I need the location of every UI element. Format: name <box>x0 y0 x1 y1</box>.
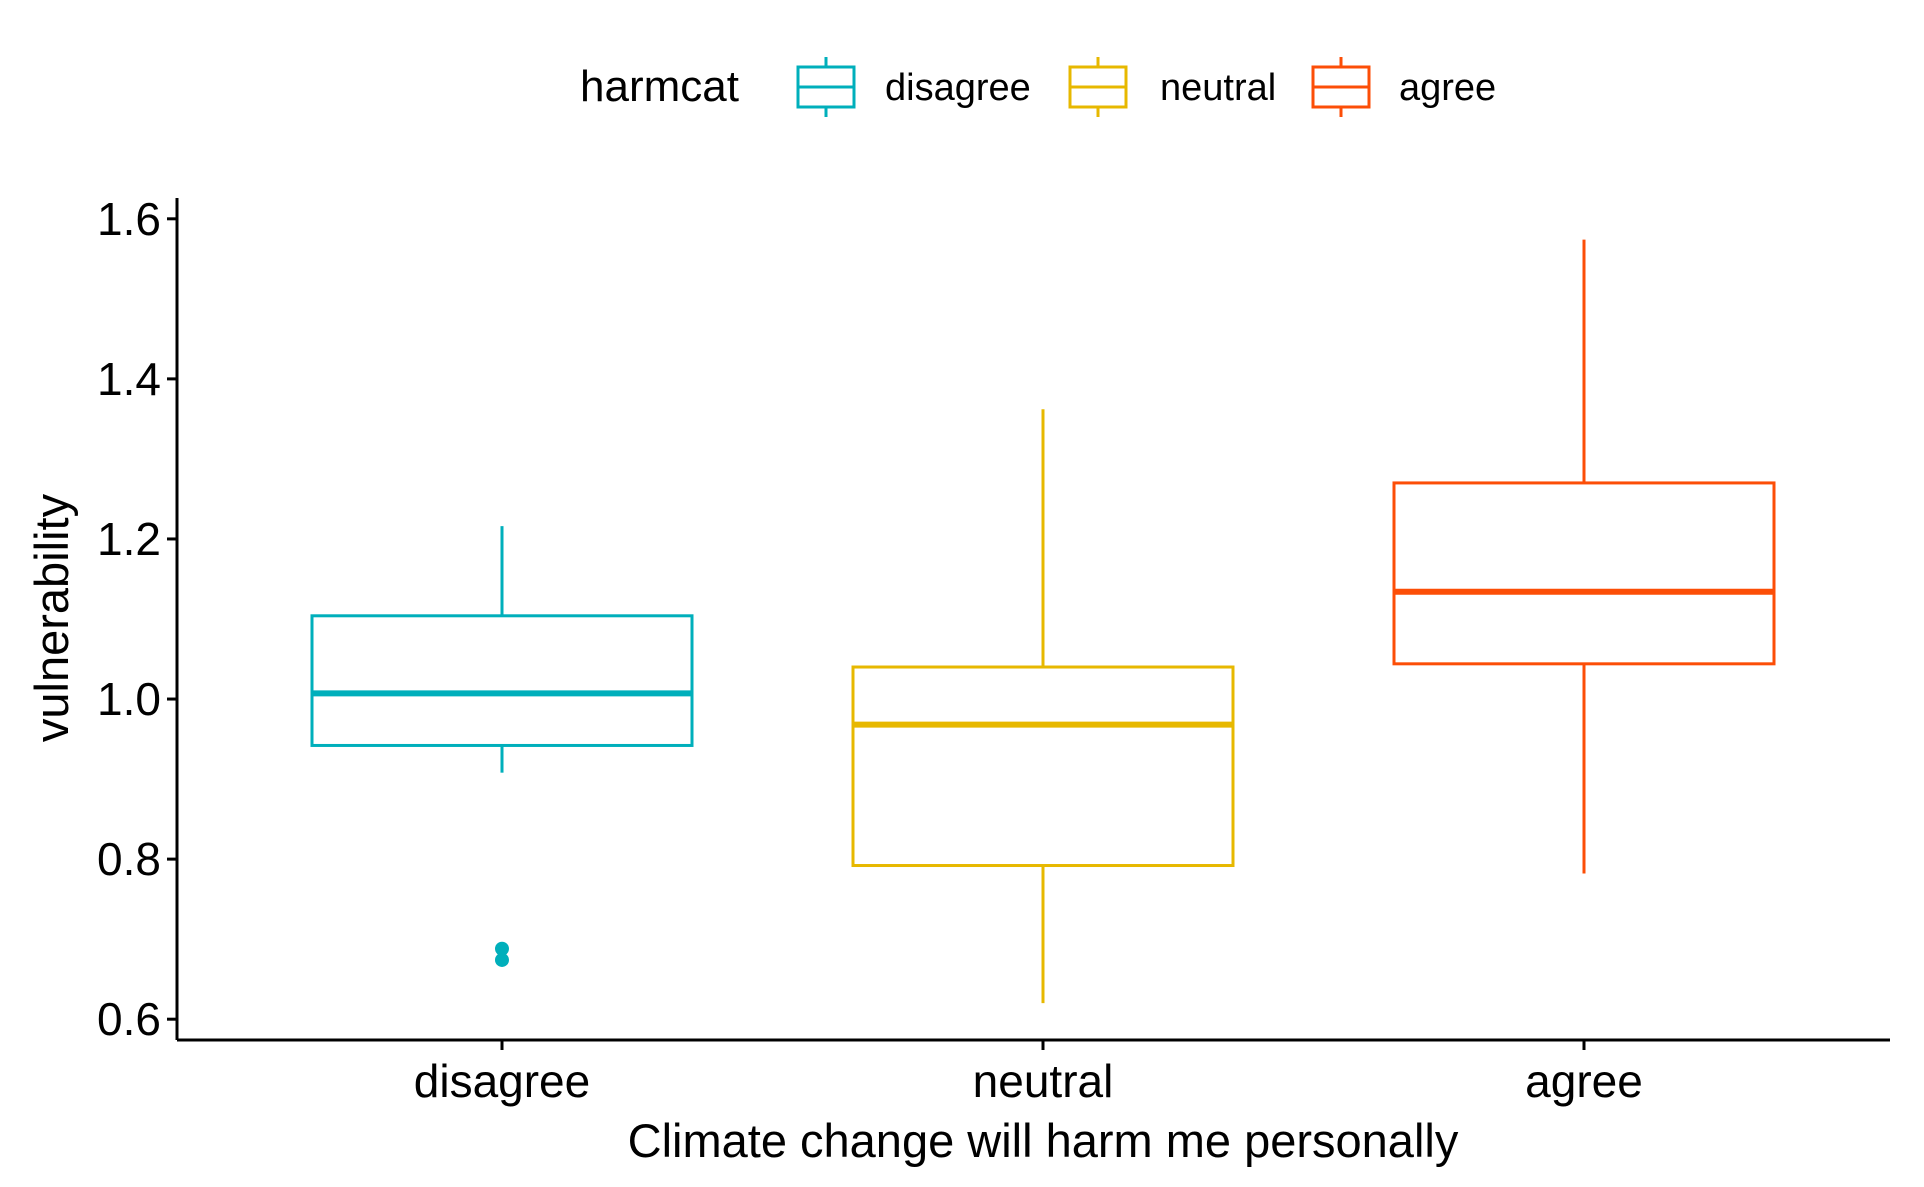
boxplot-series <box>310 239 1776 1004</box>
x-tick-label: neutral <box>973 1055 1114 1107</box>
legend: harmcat disagree neutral agree <box>580 57 1496 117</box>
box-neutral <box>851 409 1235 1004</box>
legend-item-disagree: disagree <box>796 57 1031 117</box>
box-agree <box>1392 239 1776 874</box>
outlier-point <box>495 952 509 967</box>
legend-label: neutral <box>1160 67 1276 109</box>
box-disagree <box>310 526 694 967</box>
legend-items: disagree neutral agree <box>796 57 1496 117</box>
legend-label: disagree <box>885 67 1031 109</box>
box-iqr <box>1392 481 1776 666</box>
y-tick-label: 1.2 <box>97 513 161 565</box>
x-axis-ticks: disagree neutral agree <box>414 1040 1643 1107</box>
box-iqr <box>310 614 694 747</box>
x-axis-title: Climate change will harm me personally <box>628 1114 1459 1167</box>
y-tick-label: 0.6 <box>97 993 161 1045</box>
x-tick-label: agree <box>1525 1055 1643 1107</box>
y-tick-label: 1.6 <box>97 193 161 245</box>
outlier-point <box>495 941 509 956</box>
legend-item-neutral: neutral <box>1068 57 1276 117</box>
legend-item-agree: agree <box>1311 57 1496 117</box>
y-axis-title: vulnerability <box>25 493 78 742</box>
x-tick-label: disagree <box>414 1055 590 1107</box>
y-tick-label: 1.0 <box>97 673 161 725</box>
legend-label: agree <box>1399 67 1496 109</box>
legend-title: harmcat <box>580 62 739 111</box>
box-iqr <box>851 665 1235 868</box>
plot-area: 0.6 0.8 1.0 1.2 1.4 1.6 disagree neutral agree <box>97 193 1890 1107</box>
y-axis-ticks: 0.6 0.8 1.0 1.2 1.4 1.6 <box>97 193 177 1045</box>
y-tick-label: 0.8 <box>97 833 161 885</box>
y-tick-label: 1.4 <box>97 353 161 405</box>
